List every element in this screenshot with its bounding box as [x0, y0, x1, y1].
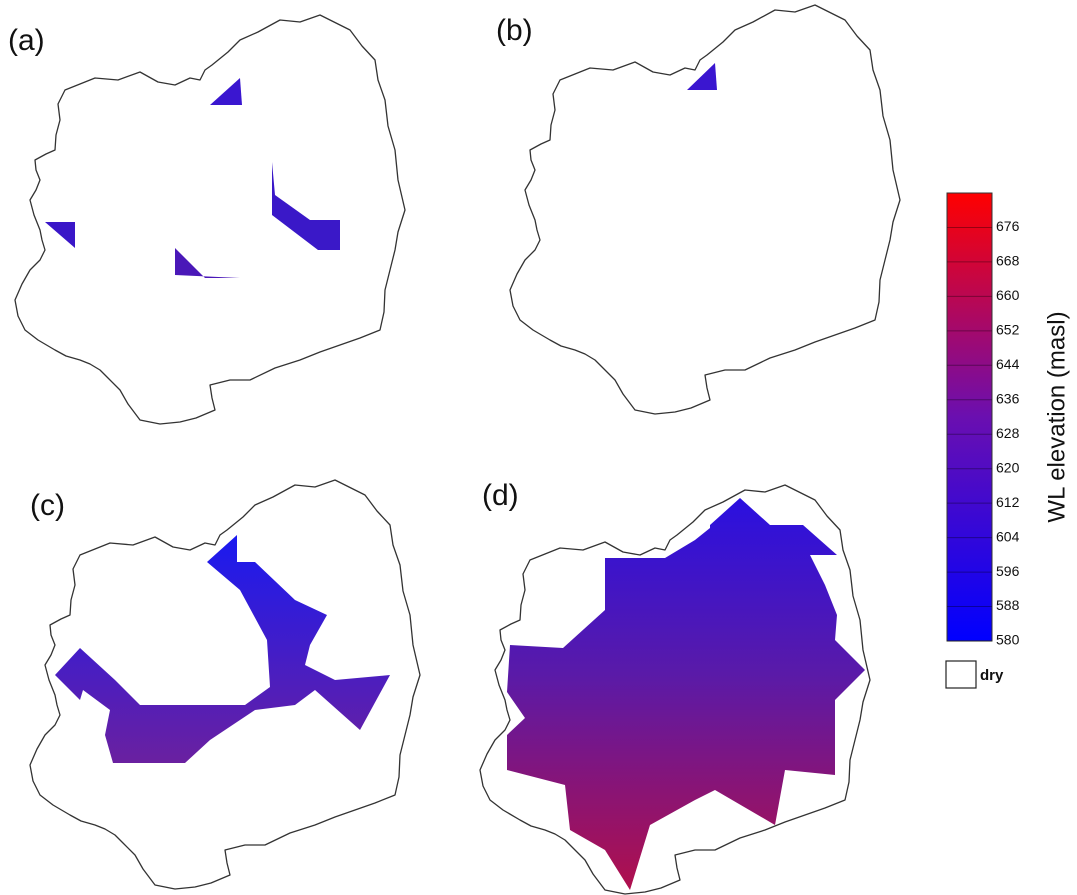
- dry-label: dry: [980, 667, 1004, 684]
- tick-label: 636: [996, 390, 1020, 406]
- wet-patch: [175, 248, 240, 278]
- tick-label: 596: [996, 563, 1020, 579]
- tick-label: 644: [996, 356, 1020, 372]
- dry-swatch: [945, 660, 977, 689]
- panel-b: [509, 4, 901, 415]
- tick-label: 588: [996, 597, 1020, 613]
- wet-patch: [272, 162, 340, 250]
- panel-label: (b): [496, 14, 533, 47]
- tick-label: 628: [996, 425, 1020, 441]
- panel-label: (d): [482, 479, 519, 512]
- panel-label: (a): [8, 24, 45, 57]
- panel-c: [29, 479, 421, 890]
- tick-label: 676: [996, 218, 1020, 234]
- wet-patch: [45, 222, 75, 248]
- tick-label: 580: [996, 632, 1020, 648]
- tick-label: 668: [996, 253, 1020, 269]
- tick-label: 620: [996, 459, 1020, 475]
- wet-patch: [55, 535, 390, 763]
- colorbar: WL elevation (masl) dry: [945, 192, 1070, 689]
- panel-label: (c): [30, 489, 65, 522]
- colorbar-title: WL elevation (masl): [1043, 311, 1070, 522]
- panel-a: (a): [8, 14, 406, 425]
- tick-label: 652: [996, 322, 1020, 338]
- tick-label: 612: [996, 494, 1020, 510]
- watershed-outline: [509, 4, 901, 415]
- wet-patch: [210, 78, 242, 105]
- tick-label: 604: [996, 528, 1020, 544]
- wet-patch: [687, 63, 717, 90]
- colorbar-ramp: [946, 192, 993, 642]
- wet-patch: [507, 498, 865, 890]
- watershed-outline: [14, 14, 406, 425]
- panel-d: [479, 484, 871, 895]
- tick-label: 660: [996, 287, 1020, 303]
